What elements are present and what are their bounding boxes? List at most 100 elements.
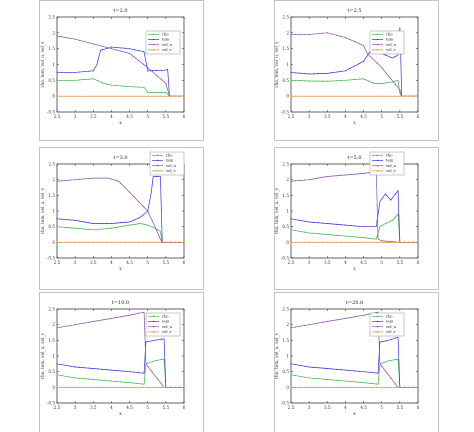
series-point-vel_v: [124, 241, 126, 243]
series-point-rho: [156, 91, 158, 93]
series-point-vel_v: [97, 241, 99, 243]
series-point-rho: [313, 232, 315, 234]
series-point-vel_v: [313, 386, 315, 388]
series-point-rho: [372, 238, 374, 240]
series-point-rho: [394, 80, 396, 82]
series-point-vel_v: [394, 386, 396, 388]
series-point-vel_v: [160, 241, 162, 243]
legend-marker-rho: [152, 33, 155, 35]
y-tick-label: -0.5: [47, 256, 55, 261]
series-point-rho: [335, 80, 337, 82]
legend-marker-rho: [156, 154, 159, 156]
series-point-vel_v: [106, 95, 108, 97]
series-point-tem: [56, 363, 58, 365]
y-tick-label: 0.5: [48, 224, 55, 229]
series-point-vel_u: [60, 180, 63, 182]
x-tick-label: 4: [344, 260, 347, 265]
series-point-tem: [304, 220, 306, 222]
series-point-tem: [101, 222, 103, 225]
series-point-rho: [385, 82, 387, 84]
series-point-vel_u: [294, 180, 297, 182]
series-point-rho: [92, 229, 94, 231]
series-point-vel_u: [381, 240, 383, 242]
series-point-tem: [65, 71, 67, 73]
series-point-tem: [83, 221, 85, 223]
series-point-rho: [385, 222, 387, 224]
x-tick-label: 5.5: [397, 405, 404, 410]
series-point-vel_u: [308, 33, 310, 35]
series-point-rho: [151, 91, 153, 93]
series-point-vel_u: [381, 365, 383, 367]
series-point-vel_v: [133, 386, 135, 388]
x-tick-label: 3.5: [90, 114, 97, 119]
series-point-vel_v: [101, 241, 103, 243]
series-point-vel_v: [349, 241, 351, 243]
series-point-vel_u: [308, 324, 310, 326]
series-point-rho: [340, 380, 342, 382]
series-point-vel_u: [344, 37, 346, 39]
series-point-vel_v: [83, 95, 85, 97]
chart-panel: t=10.0 2.5 3 3.5 4 4.5 5 5.5 6 -0.5 0 0.5 1 1.5 2 2.5 x r…: [39, 292, 204, 432]
series-point-tem: [88, 367, 90, 369]
series-point-tem: [344, 224, 346, 226]
y-tick-label: 0: [286, 240, 289, 245]
series-point-rho: [353, 381, 356, 383]
series-point-tem: [390, 199, 392, 201]
series-point-tem: [308, 221, 310, 223]
series-point-vel_u: [322, 176, 324, 178]
series-point-vel_v: [97, 95, 99, 97]
series-point-tem: [160, 69, 162, 71]
series-point-vel_v: [381, 95, 383, 97]
y-tick-label: -0.5: [281, 110, 289, 115]
series-point-rho: [74, 377, 76, 379]
x-tick-label: 6: [183, 405, 186, 410]
series-point-vel_u: [313, 33, 315, 35]
series-point-tem: [92, 70, 94, 72]
x-tick-label: 3: [74, 405, 77, 410]
series-point-vel_v: [74, 386, 76, 388]
series-point-tem: [115, 222, 117, 224]
legend-label: tem: [166, 158, 174, 163]
series-point-tem: [367, 371, 369, 373]
legend-marker-vel_v: [152, 49, 155, 51]
series-point-tem: [322, 367, 324, 369]
series-point-tem: [294, 72, 297, 74]
series-point-vel_v: [60, 386, 63, 388]
series-point-rho: [142, 383, 144, 385]
series-point-vel_u: [394, 383, 396, 385]
x-tick-label: 3: [74, 260, 77, 265]
series-point-rho: [313, 80, 315, 82]
y-tick-label: 1.5: [282, 46, 289, 51]
series-point-rho: [133, 382, 135, 384]
series-point-vel_u: [385, 72, 387, 74]
x-tick-label: 2.5: [54, 260, 61, 265]
panel-frame: [274, 147, 439, 290]
series-point-vel_u: [290, 327, 292, 329]
series-point-tem: [335, 368, 337, 370]
series-point-tem: [349, 224, 351, 227]
series-point-rho: [106, 380, 108, 382]
legend-label: tem: [386, 158, 394, 163]
series-point-tem: [74, 71, 76, 73]
x-tick-label: 4.5: [360, 405, 367, 410]
series-point-tem: [322, 72, 324, 75]
series-point-rho: [60, 79, 63, 81]
series-point-vel_v: [169, 386, 171, 388]
y-tick-label: 2: [52, 30, 55, 35]
series-point-vel_u: [299, 325, 301, 327]
series-point-vel_u: [60, 36, 63, 38]
x-tick-label: 4: [344, 405, 347, 410]
series-point-vel_u: [340, 35, 342, 37]
series-point-tem: [110, 46, 112, 48]
legend-marker-vel_u: [376, 44, 379, 46]
series-point-rho: [340, 235, 342, 237]
series-point-vel_v: [79, 241, 81, 243]
series-point-tem: [299, 72, 301, 74]
series-point-vel_u: [151, 371, 153, 373]
series-point-vel_v: [322, 95, 324, 97]
series-point-vel_u: [133, 56, 135, 58]
series-point-rho: [115, 380, 117, 383]
series-point-vel_v: [363, 241, 365, 243]
series-point-rho: [97, 80, 99, 82]
legend-label: vel_v: [385, 47, 397, 52]
